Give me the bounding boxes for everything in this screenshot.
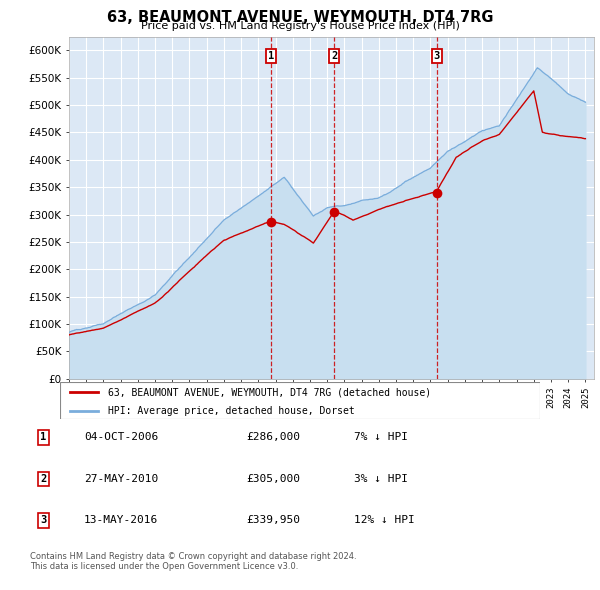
Text: Contains HM Land Registry data © Crown copyright and database right 2024.: Contains HM Land Registry data © Crown c… xyxy=(30,552,356,561)
Text: £339,950: £339,950 xyxy=(246,516,300,526)
Text: 3% ↓ HPI: 3% ↓ HPI xyxy=(354,474,408,484)
Text: £286,000: £286,000 xyxy=(246,432,300,442)
Text: 63, BEAUMONT AVENUE, WEYMOUTH, DT4 7RG (detached house): 63, BEAUMONT AVENUE, WEYMOUTH, DT4 7RG (… xyxy=(108,387,431,397)
Text: HPI: Average price, detached house, Dorset: HPI: Average price, detached house, Dors… xyxy=(108,406,355,416)
Text: 7% ↓ HPI: 7% ↓ HPI xyxy=(354,432,408,442)
Text: 12% ↓ HPI: 12% ↓ HPI xyxy=(354,516,415,526)
Text: This data is licensed under the Open Government Licence v3.0.: This data is licensed under the Open Gov… xyxy=(30,562,298,571)
Text: 3: 3 xyxy=(434,51,440,61)
Text: 2: 2 xyxy=(40,474,47,484)
Text: 1: 1 xyxy=(40,432,47,442)
Text: 27-MAY-2010: 27-MAY-2010 xyxy=(84,474,158,484)
Text: Price paid vs. HM Land Registry's House Price Index (HPI): Price paid vs. HM Land Registry's House … xyxy=(140,21,460,31)
Text: 2: 2 xyxy=(331,51,338,61)
Text: 13-MAY-2016: 13-MAY-2016 xyxy=(84,516,158,526)
Text: 1: 1 xyxy=(268,51,274,61)
Text: 3: 3 xyxy=(40,516,47,526)
Text: 63, BEAUMONT AVENUE, WEYMOUTH, DT4 7RG: 63, BEAUMONT AVENUE, WEYMOUTH, DT4 7RG xyxy=(107,10,493,25)
Text: £305,000: £305,000 xyxy=(246,474,300,484)
Text: 04-OCT-2006: 04-OCT-2006 xyxy=(84,432,158,442)
